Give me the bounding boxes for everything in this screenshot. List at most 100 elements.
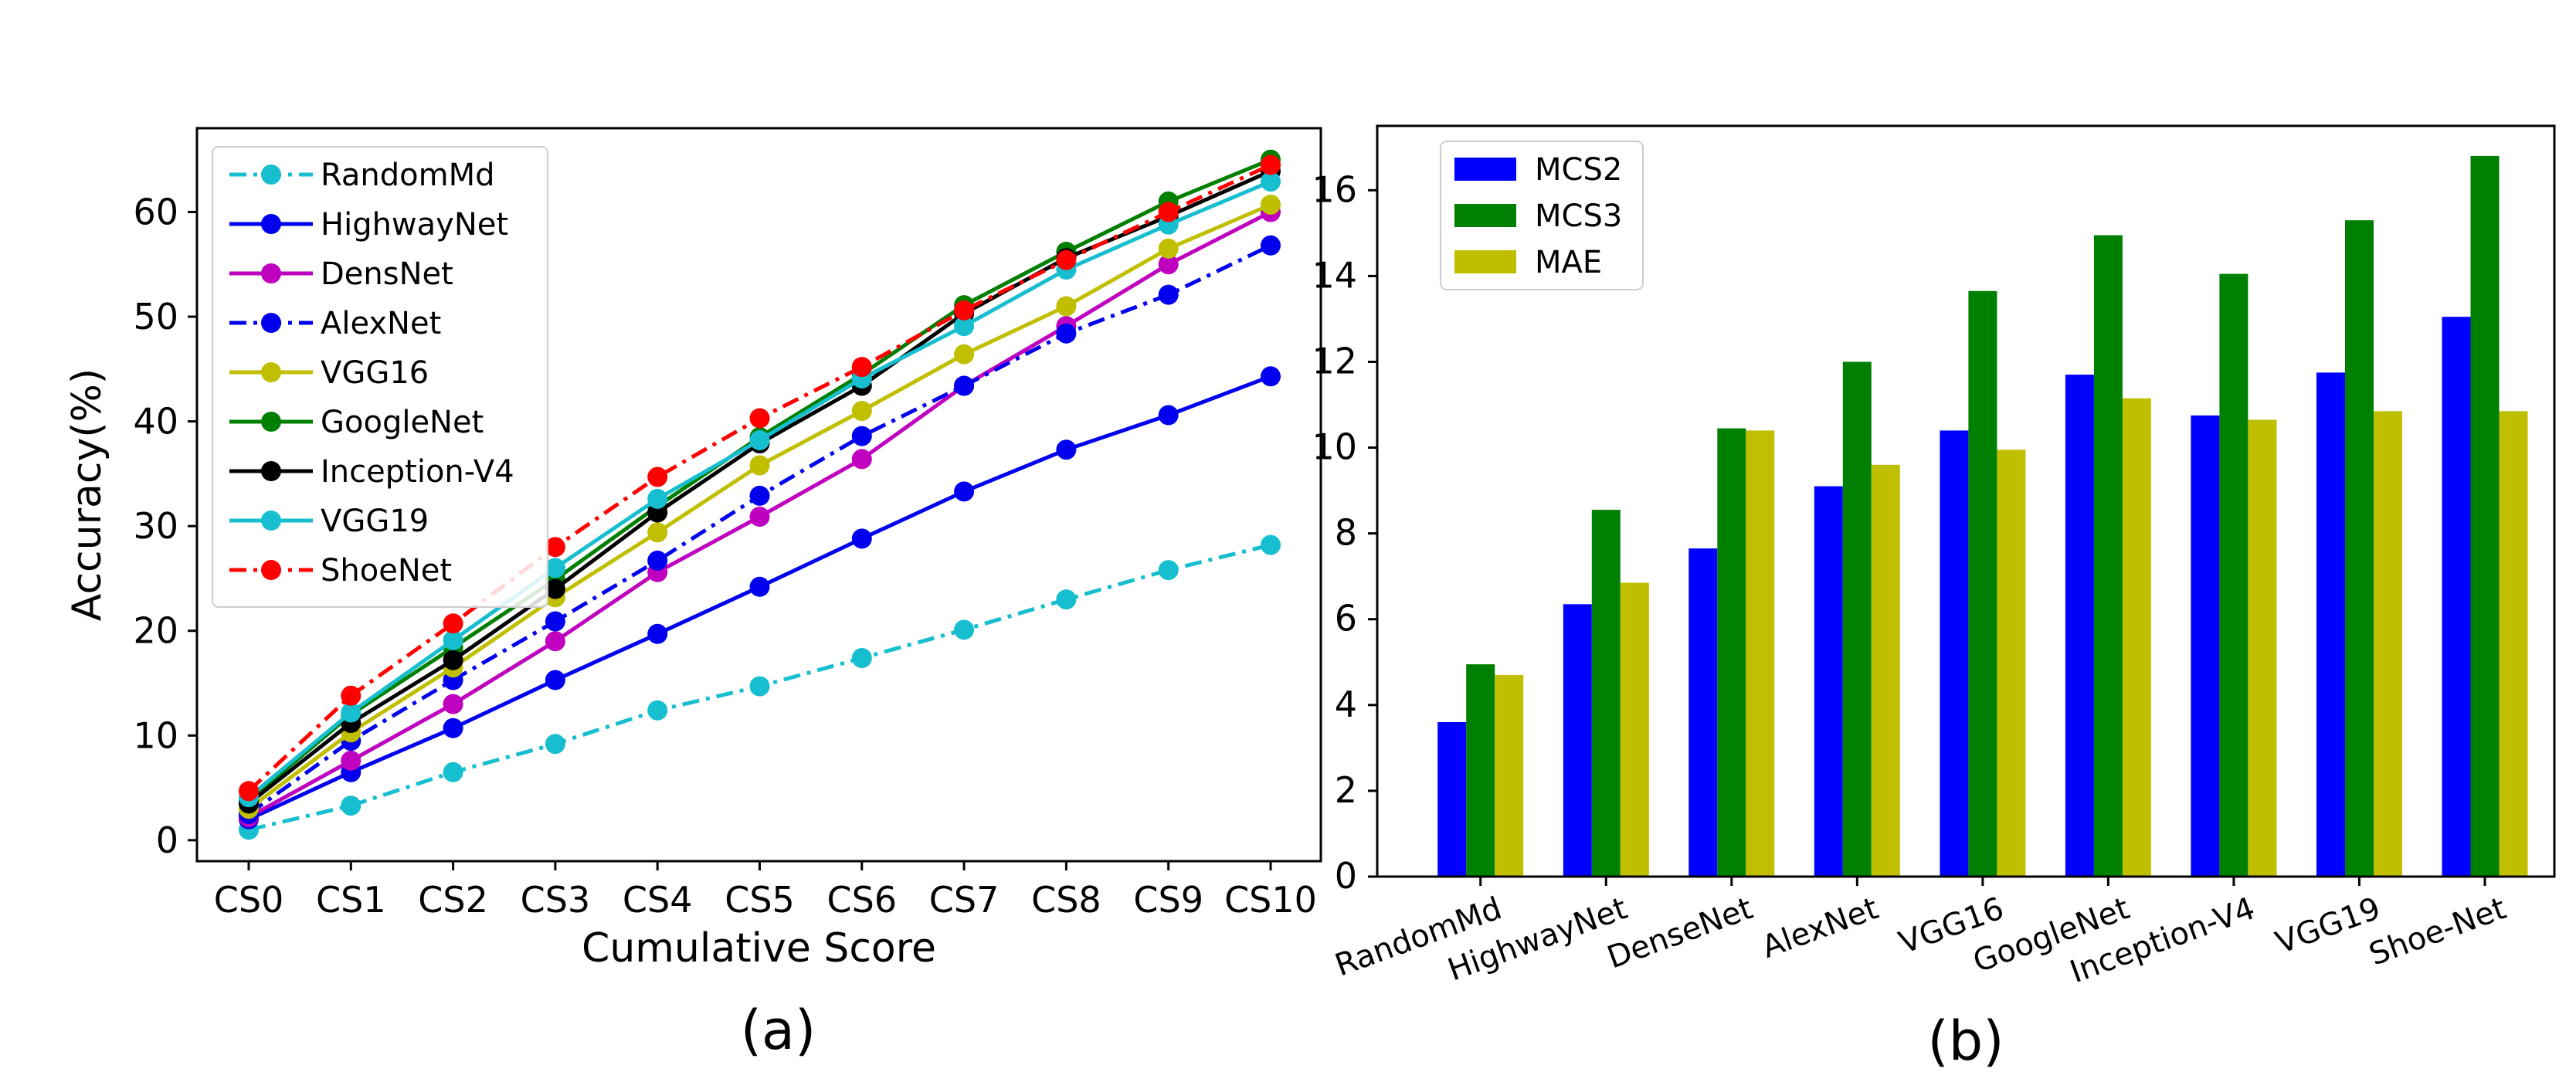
legend-marker-inception-v4 xyxy=(261,461,281,481)
x-tick-label: CS1 xyxy=(316,879,386,921)
legend-label-densnet: DensNet xyxy=(321,256,453,292)
bar-mcs3-googlenet xyxy=(2093,235,2123,877)
data-point-highwaynet-cs2 xyxy=(443,718,463,738)
bar-mcs3-inception-v4 xyxy=(2219,273,2248,877)
data-point-densnet-cs9 xyxy=(1158,254,1179,275)
legend-marker-highwaynet xyxy=(261,214,281,234)
bar-mcs3-highwaynet xyxy=(1591,510,1621,877)
data-point-highwaynet-cs3 xyxy=(545,670,565,690)
series-shoenet xyxy=(239,154,1281,802)
x-tick-label: AlexNet xyxy=(1757,891,1883,965)
data-point-alexnet-cs10 xyxy=(1261,235,1281,256)
x-tick-label: CS10 xyxy=(1224,879,1317,921)
y-tick-label: 0 xyxy=(1335,855,1357,897)
data-point-highwaynet-cs4 xyxy=(647,623,668,644)
legend-marker-vgg16 xyxy=(261,362,281,382)
legend-swatch-mae xyxy=(1454,250,1516,273)
y-tick-label: 4 xyxy=(1335,684,1357,725)
data-point-shoenet-cs0 xyxy=(239,781,259,802)
data-point-vgg19-cs7 xyxy=(954,316,975,337)
y-tick-label: 10 xyxy=(1312,426,1357,468)
legend: RandomMd HighwayNet DensNet AlexNet VGG16 Goo… xyxy=(212,146,548,608)
data-point-randommd-cs2 xyxy=(443,762,463,782)
data-point-vgg16-cs8 xyxy=(1056,296,1077,317)
y-tick-label: 8 xyxy=(1335,512,1357,554)
y-tick-label: 10 xyxy=(133,714,178,756)
data-point-randommd-cs6 xyxy=(851,648,872,668)
legend: MCS2 MCS3 MAE xyxy=(1440,141,1644,290)
data-point-vgg19-cs10 xyxy=(1261,171,1281,192)
bar-mcs3-densenet xyxy=(1717,428,1746,877)
series-randommd xyxy=(239,534,1281,840)
data-point-randommd-cs4 xyxy=(647,700,668,721)
data-point-vgg19-cs5 xyxy=(749,430,770,450)
data-point-inception-v4-cs2 xyxy=(443,650,463,670)
panel-label-a: (a) xyxy=(741,999,816,1062)
data-point-highwaynet-cs9 xyxy=(1158,405,1179,426)
legend-label-highwaynet: HighwayNet xyxy=(321,207,508,243)
data-point-shoenet-cs3 xyxy=(545,537,565,558)
data-point-alexnet-cs4 xyxy=(647,550,668,571)
legend-swatch-mcs3 xyxy=(1454,204,1516,227)
legend-marker-randommd xyxy=(261,165,281,185)
data-point-shoenet-cs5 xyxy=(749,408,770,429)
bar-mae-vgg16 xyxy=(1997,450,2026,877)
data-point-vgg16-cs4 xyxy=(647,522,668,543)
legend-marker-googlenet xyxy=(261,412,281,432)
bar-mcs2-vgg19 xyxy=(2316,372,2345,877)
y-tick-label: 16 xyxy=(1312,168,1357,210)
y-tick-label: 60 xyxy=(133,191,178,232)
x-tick-label: CS9 xyxy=(1133,879,1203,921)
bar-mae-highwaynet xyxy=(1620,582,1649,877)
x-tick-label: CS3 xyxy=(521,879,591,921)
y-tick-label: 14 xyxy=(1312,254,1357,296)
data-point-vgg19-cs1 xyxy=(341,702,361,723)
data-point-shoenet-cs8 xyxy=(1056,249,1077,270)
data-point-vgg19-cs2 xyxy=(443,629,463,650)
legend-label-mcs3: MCS3 xyxy=(1535,198,1622,234)
bar-mcs2-googlenet xyxy=(2065,375,2094,877)
legend-swatch-mcs2 xyxy=(1454,158,1516,181)
data-point-vgg19-cs3 xyxy=(545,558,565,578)
x-tick-label: CS7 xyxy=(929,879,1000,921)
x-tick-label: Shoe-Net xyxy=(2364,891,2510,972)
data-point-vgg16-cs5 xyxy=(749,455,770,476)
y-tick-label: 12 xyxy=(1312,340,1357,382)
data-point-vgg16-cs7 xyxy=(954,344,975,365)
series-vgg19 xyxy=(239,171,1281,808)
bar-mcs2-highwaynet xyxy=(1563,604,1592,877)
y-axis-title: Accuracy(%) xyxy=(64,368,110,621)
legend-marker-densnet xyxy=(261,263,281,283)
bar-mae-densenet xyxy=(1746,430,1775,877)
bar-mcs2-shoe-net xyxy=(2442,317,2471,877)
data-point-alexnet-cs3 xyxy=(545,611,565,632)
data-point-highwaynet-cs10 xyxy=(1261,366,1281,387)
series-mcs3 xyxy=(1466,155,2500,877)
data-point-randommd-cs3 xyxy=(545,734,565,755)
x-tick-label: CS0 xyxy=(214,879,284,921)
y-tick-label: 20 xyxy=(133,610,178,652)
bar-mcs3-randommd xyxy=(1466,664,1495,877)
data-point-densnet-cs3 xyxy=(545,631,565,652)
data-point-alexnet-cs7 xyxy=(954,375,975,396)
bar-mae-vgg19 xyxy=(2374,411,2402,877)
bar-mcs2-randommd xyxy=(1437,722,1467,877)
data-point-alexnet-cs8 xyxy=(1056,323,1077,344)
legend-marker-shoenet xyxy=(261,560,281,580)
data-point-shoenet-cs2 xyxy=(443,613,463,634)
x-tick-label: CS2 xyxy=(418,879,488,921)
y-tick-label: 50 xyxy=(133,296,178,338)
bar-mae-googlenet xyxy=(2122,398,2151,877)
data-point-shoenet-cs9 xyxy=(1158,202,1179,222)
data-point-vgg16-cs6 xyxy=(851,401,872,421)
data-point-vgg19-cs4 xyxy=(647,488,668,509)
bar-mcs3-alexnet xyxy=(1842,361,1872,877)
plot-frame xyxy=(1376,124,2556,878)
legend-label-mcs2: MCS2 xyxy=(1535,152,1622,188)
legend-marker-alexnet xyxy=(261,313,281,333)
bar-mcs2-vgg16 xyxy=(1940,430,1969,877)
bar-mae-shoe-net xyxy=(2499,411,2528,877)
bar-mae-alexnet xyxy=(1871,464,1900,877)
legend-label-mae: MAE xyxy=(1535,245,1602,280)
